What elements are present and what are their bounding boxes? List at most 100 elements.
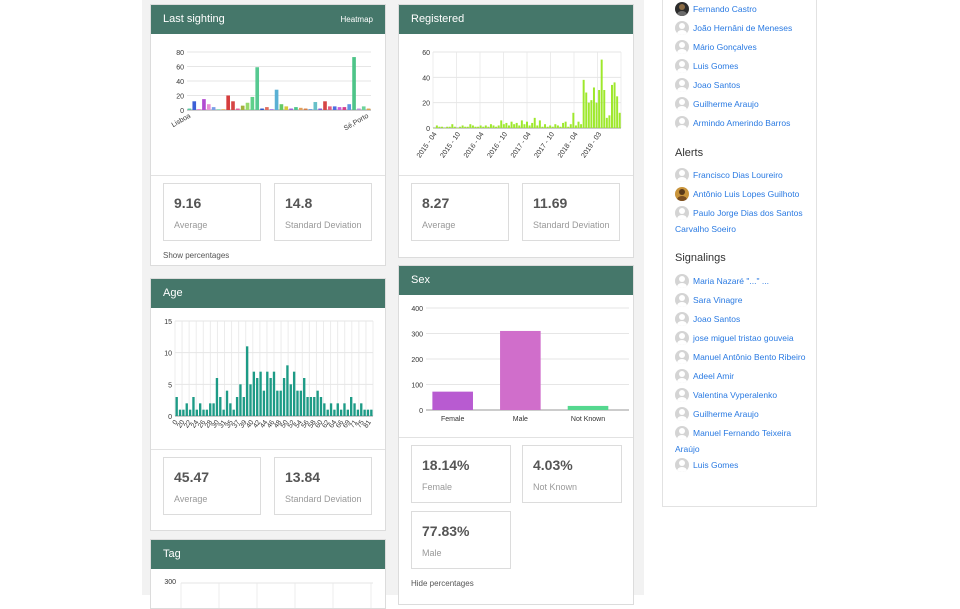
y-tick-label: 40 <box>422 75 430 82</box>
sidebar-user-link[interactable]: jose miguel tristao gouveia <box>675 330 815 349</box>
bar <box>236 108 240 110</box>
sd-value: 13.84 <box>285 469 321 485</box>
bar <box>464 126 467 128</box>
bar <box>350 397 353 416</box>
sidebar-user-link[interactable]: Luis Gomes <box>675 58 815 77</box>
bar <box>332 106 337 110</box>
sidebar-user-link[interactable]: Guilherme Araujo <box>675 96 815 115</box>
age-header: Age <box>151 279 385 308</box>
user-name: Sara Vinagre <box>693 295 743 305</box>
average-value: 45.47 <box>174 469 210 485</box>
bar <box>363 409 366 416</box>
sidebar-user-link[interactable]: Manuel Antônio Bento Ribeiro <box>675 349 815 368</box>
bar <box>296 390 299 416</box>
bar <box>567 126 570 128</box>
registered-chart: 0 20 40 60 2015 - 04 2015 - 10 2016 - 04 2016 -… <box>416 50 622 159</box>
bar <box>487 126 490 128</box>
bar <box>360 403 363 416</box>
sidebar-user-link[interactable]: Guilherme Araujo <box>675 406 815 425</box>
sidebar-user-link[interactable]: Fernando Castro <box>675 1 815 20</box>
bar <box>477 126 480 128</box>
tag-header: Tag <box>151 540 385 569</box>
divider <box>151 449 385 450</box>
x-tick-label: 60 <box>314 419 324 429</box>
bar <box>518 125 521 128</box>
user-name: Luis Gomes <box>693 61 739 71</box>
bar <box>451 124 454 128</box>
show-percentages-toggle[interactable]: Show percentages <box>163 251 230 260</box>
sidebar-user-link[interactable]: Mário Gonçalves <box>675 39 815 58</box>
avatar <box>675 167 689 182</box>
sidebar-user-link[interactable]: Joao Santos <box>675 311 815 330</box>
sidebar-user-link[interactable]: Manuel Fernando Teixeira Araújo <box>675 425 815 457</box>
bar <box>343 403 346 416</box>
age-sd-card: 13.84 Standard Deviation <box>274 457 372 515</box>
bar <box>222 409 225 416</box>
bar <box>613 82 616 128</box>
avatar <box>675 292 689 307</box>
sidebar-user-link[interactable]: Sara Vinagre <box>675 292 815 311</box>
sidebar-user-link[interactable]: Valentina Vyperalenko <box>675 387 815 406</box>
sex-title: Sex <box>411 274 430 286</box>
last-sighting-average-card: 9.16 Average <box>163 183 261 241</box>
sidebar-user-link[interactable]: Antônio Luis Lopes Guilhoto <box>675 186 815 205</box>
user-name: Maria Nazaré "..." ... <box>693 276 769 286</box>
user-name: Joao Santos <box>693 80 741 90</box>
y-tick-label: 60 <box>176 65 184 72</box>
bar <box>221 109 226 110</box>
bar <box>484 125 487 128</box>
y-tick-label: 100 <box>411 383 423 390</box>
sidebar-user-link[interactable]: João Hernâni de Meneses <box>675 20 815 39</box>
sidebar-user-link[interactable]: Adeel Amir <box>675 368 815 387</box>
average-label: Average <box>174 494 208 504</box>
female-pct-value: 18.14% <box>422 457 470 473</box>
bar <box>279 104 284 110</box>
bar <box>577 121 580 128</box>
sidebar-user-link[interactable]: Francisco Dias Loureiro <box>675 167 815 186</box>
bar <box>551 126 554 128</box>
avatar <box>675 205 689 220</box>
bar <box>212 403 215 416</box>
heatmap-link[interactable]: Heatmap <box>340 15 373 24</box>
bar <box>329 403 333 416</box>
bar <box>219 397 222 416</box>
bar <box>313 102 318 110</box>
sidebar-user-link[interactable]: Joao Santos <box>675 77 815 96</box>
sidebar-user-link[interactable]: Paulo Jorge Dias dos Santos Carvalho Soe… <box>675 205 815 237</box>
bar <box>352 57 356 110</box>
registered-header: Registered <box>399 5 633 34</box>
bar <box>294 107 298 110</box>
sidebar-user-link[interactable]: Maria Nazaré "..." ... <box>675 273 815 292</box>
bar <box>252 371 256 416</box>
bar <box>279 390 282 416</box>
female-pct-label: Female <box>422 482 453 492</box>
bar <box>240 105 245 110</box>
x-tick-label: 22 <box>183 419 193 429</box>
bar <box>242 397 245 416</box>
sidebar-user-link[interactable]: Armindo Amerindo Barros <box>675 115 815 134</box>
sidebar-user-link[interactable]: Luis Gomes <box>675 457 815 476</box>
x-tick-label: 2018 - 04 <box>557 131 580 159</box>
bar <box>339 409 343 416</box>
bar <box>175 397 178 416</box>
bar <box>192 397 195 416</box>
user-name: João Hernâni de Meneses <box>693 23 793 33</box>
unknown-pct-value: 4.03% <box>533 457 573 473</box>
last-sighting-header: Last sighting Heatmap <box>151 5 385 34</box>
x-tick-label: Female <box>441 416 464 423</box>
x-tick-label: 44 <box>259 419 269 429</box>
hide-percentages-toggle[interactable]: Hide percentages <box>411 579 474 588</box>
bar <box>182 409 185 416</box>
x-tick-label: 62 <box>321 419 331 429</box>
bar <box>459 126 462 128</box>
y-tick-label: 20 <box>176 94 184 101</box>
x-tick-label: 2017 - 10 <box>533 131 556 159</box>
x-tick-label: 69 <box>342 419 352 429</box>
x-tick-label: 2017 - 04 <box>510 131 533 159</box>
bar <box>482 126 485 128</box>
bar <box>211 107 216 110</box>
avatar <box>675 368 689 383</box>
bar <box>356 409 360 416</box>
bar <box>319 397 323 416</box>
bar <box>178 409 182 416</box>
